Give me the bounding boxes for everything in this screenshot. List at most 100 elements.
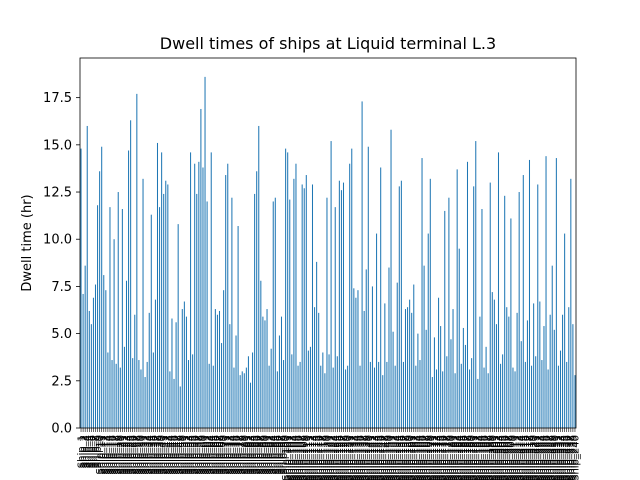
bar (444, 210, 446, 428)
x-tick-label: Ship_190 (467, 435, 478, 480)
bar (380, 167, 382, 429)
x-tick-label: Ship_165 (415, 435, 426, 480)
x-tick-label: Ship_176 (438, 435, 449, 480)
bar (504, 195, 506, 428)
bar (568, 307, 570, 428)
x-tick-label: Ship_153 (391, 435, 402, 480)
bar (258, 125, 260, 429)
x-tick-label: Ship_23 (122, 435, 133, 475)
bar (438, 297, 440, 428)
x-tick-label: Ship_148 (380, 435, 391, 480)
x-tick-label: Ship_7 (89, 435, 100, 468)
x-tick-label: Ship_202 (492, 435, 503, 480)
bar (132, 358, 134, 428)
bar (262, 316, 264, 428)
x-tick-label: Ship_81 (242, 435, 253, 475)
x-tick-label: Ship_54 (186, 435, 197, 475)
bar (107, 352, 109, 428)
x-tick-label: Ship_199 (486, 435, 497, 480)
bar (247, 356, 249, 428)
x-tick-label: Ship_205 (498, 435, 509, 480)
x-tick-label: Ship_138 (360, 435, 371, 480)
x-tick-label: Ship_215 (519, 435, 530, 480)
bar (425, 329, 427, 428)
bar (551, 265, 553, 428)
bar (549, 314, 551, 428)
x-tick-label: Ship_16 (108, 435, 119, 475)
bar (570, 178, 572, 428)
bar (212, 365, 214, 428)
bar (345, 369, 347, 428)
bar (516, 312, 518, 428)
x-tick-label: Ship_89 (258, 435, 269, 475)
y-tick-label: 15.0 (43, 138, 72, 153)
x-tick-label: Ship_178 (442, 435, 453, 480)
bar (152, 352, 154, 428)
bar (557, 365, 559, 428)
bar (508, 316, 510, 428)
x-tick-label: Ship_149 (382, 435, 393, 480)
x-tick-label: Ship_72 (223, 435, 234, 475)
bar (161, 152, 163, 428)
x-tick-label: Ship_185 (457, 435, 468, 480)
x-tick-label: Ship_193 (473, 435, 484, 480)
x-tick-label: Ship_28 (132, 435, 143, 475)
x-tick-label: Ship_169 (424, 435, 435, 480)
x-tick-label: Ship_61 (201, 435, 212, 475)
bar (243, 373, 245, 428)
bar (574, 375, 576, 428)
bar (274, 197, 276, 428)
bar (520, 341, 522, 428)
x-tick-label: Ship_27 (130, 435, 141, 475)
bar (202, 167, 204, 429)
bar (80, 148, 82, 429)
x-tick-label: Ship_201 (490, 435, 501, 480)
x-tick-label: Ship_93 (267, 435, 278, 475)
x-tick-label: Ship_64 (207, 435, 218, 475)
y-tick-label: 12.5 (43, 186, 72, 201)
bar (115, 363, 117, 428)
bar (491, 292, 493, 428)
x-tick-label: Ship_110 (302, 435, 313, 480)
x-tick-label: Ship_122 (327, 435, 338, 480)
x-tick-label: Ship_134 (351, 435, 362, 480)
bar (469, 369, 471, 428)
bar (156, 142, 159, 428)
x-tick-label: Ship_164 (413, 435, 424, 480)
x-tick-label: Ship_127 (337, 435, 348, 480)
bar (293, 178, 295, 428)
x-tick-label: Ship_120 (322, 435, 333, 480)
x-tick-label: Ship_136 (356, 435, 367, 480)
bar (396, 282, 398, 428)
bar (440, 326, 442, 428)
bar (427, 233, 429, 428)
x-tick-label: Ship_203 (494, 435, 505, 480)
bar (328, 354, 330, 428)
x-tick-label: Ship_85 (250, 435, 261, 475)
bars-group (80, 76, 576, 429)
x-tick-label: Ship_57 (192, 435, 203, 475)
x-tick-label: Ship_46 (170, 435, 181, 475)
bar (435, 369, 438, 428)
x-tick-label: Ship_48 (174, 435, 185, 475)
x-tick-label: Ship_155 (395, 435, 406, 480)
x-tick-label: Ship_124 (331, 435, 342, 480)
x-tick-label: Ship_121 (325, 435, 336, 480)
bar (113, 239, 115, 428)
x-tick-label: Ship_168 (422, 435, 433, 480)
bar (150, 214, 152, 428)
bar (502, 354, 504, 428)
bar (371, 286, 373, 428)
x-tick-label: Ship_15 (105, 435, 116, 475)
x-tick-label: Ship_233 (556, 435, 567, 480)
bar (456, 169, 458, 428)
bar (245, 367, 247, 428)
bar (144, 377, 146, 428)
bar (231, 197, 233, 428)
bar (535, 356, 537, 428)
bar (473, 186, 475, 428)
x-tick-label: Ship_183 (453, 435, 464, 480)
bar (322, 352, 324, 428)
bar (260, 280, 262, 428)
bar (531, 365, 533, 428)
